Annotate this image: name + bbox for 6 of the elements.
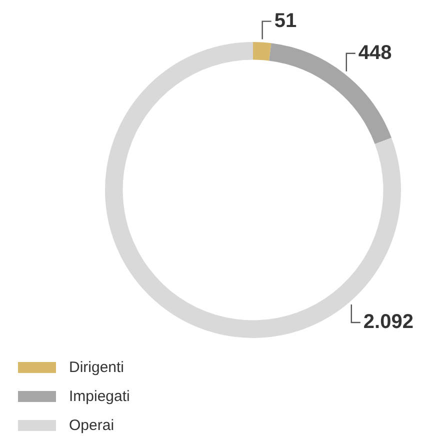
- legend-label: Dirigenti: [69, 359, 124, 376]
- legend-label: Impiegati: [69, 388, 130, 405]
- legend-label: Operai: [69, 417, 114, 434]
- data-label: 448: [358, 42, 392, 64]
- data-label: 2.092: [363, 311, 414, 334]
- data-label: 51: [274, 10, 297, 32]
